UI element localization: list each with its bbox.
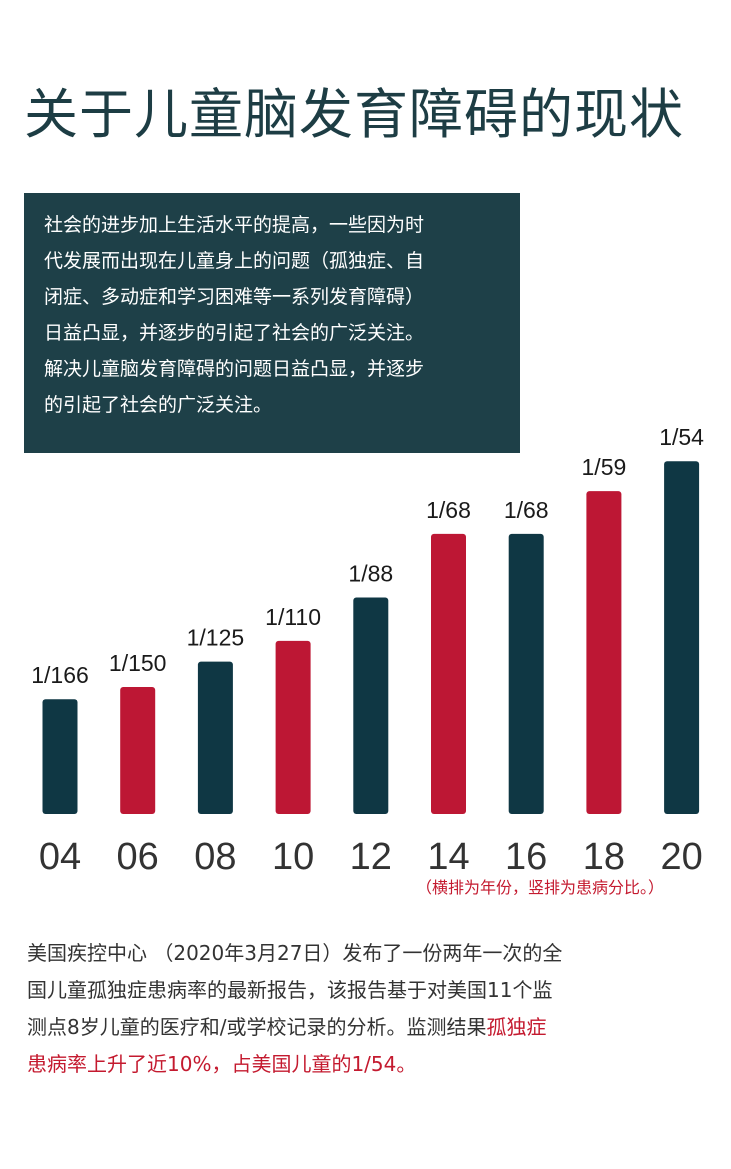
bar-value-label: 1/54 (659, 424, 704, 450)
bar-value-label: 1/150 (109, 650, 167, 676)
category-label: 12 (350, 836, 392, 878)
bar-value-label: 1/125 (187, 625, 245, 651)
bar-20 (664, 461, 700, 814)
highlight-text: 孤独症 (486, 1015, 547, 1039)
bar-value-label: 1/59 (582, 454, 627, 480)
report-paragraph: 美国疾控中心 （2020年3月27日）发布了一份两年一次的全 国儿童孤独症患病率… (27, 935, 717, 1083)
chart-note: （横排为年份，竖排为患病分比。） (416, 878, 665, 897)
category-label: 14 (427, 836, 469, 878)
intro-line: 代发展而出现在儿童身上的问题（孤独症、自 (44, 250, 425, 272)
intro-line: 社会的进步加上生活水平的提高，一些因为时 (44, 214, 425, 236)
bar-06 (120, 687, 156, 814)
category-label: 20 (660, 836, 702, 878)
paragraph-line: 国儿童孤独症患病率的最新报告，该报告基于对美国11个监 (27, 978, 553, 1002)
bar-value-label: 1/110 (265, 604, 321, 630)
category-label: 18 (583, 836, 625, 878)
bar-08 (197, 661, 233, 814)
paragraph-line: 美国疾控中心 （2020年3月27日）发布了一份两年一次的全 (27, 941, 563, 965)
bar-04 (42, 699, 78, 814)
paragraph-line: 测点8岁儿童的医疗和/或学校记录的分析。监测结果孤独症 (27, 1009, 717, 1046)
category-label: 10 (272, 836, 314, 878)
intro-line: 的引起了社会的广泛关注。 (44, 394, 273, 416)
bar-10 (275, 640, 311, 814)
bar-16 (508, 533, 544, 814)
category-label: 08 (194, 836, 236, 878)
bar-value-label: 1/68 (426, 497, 471, 523)
category-label: 16 (505, 836, 547, 878)
category-label: 06 (117, 836, 159, 878)
bar-14 (431, 533, 466, 814)
paragraph-text: 测点8岁儿童的医疗和/或学校记录的分析。监测结果 (27, 1015, 487, 1039)
bar-value-label: 1/166 (31, 662, 89, 688)
bar-18 (586, 491, 622, 814)
bar-value-label: 1/88 (348, 561, 393, 587)
category-label: 04 (39, 836, 81, 878)
intro-line: 日益凸显，并逐步的引起了社会的广泛关注。 (44, 322, 425, 344)
intro-line: 解决儿童脑发育障碍的问题日益凸显，并逐步 (44, 358, 425, 380)
bar-12 (353, 597, 389, 814)
bar-value-label: 1/68 (504, 497, 549, 523)
highlight-text: 患病率上升了近10%，占美国儿童的1/54。 (27, 1052, 417, 1076)
intro-box: 社会的进步加上生活水平的提高，一些因为时 代发展而出现在儿童身上的问题（孤独症、… (24, 193, 520, 453)
prevalence-bar-chart: 1/166 04 1/150 06 1/125 08 1/110 10 1/88 12 1/68 14… (31, 424, 704, 878)
page-title: 关于儿童脑发育障碍的现状 (24, 83, 684, 146)
intro-line: 闭症、多动症和学习困难等一系列发育障碍） (44, 286, 425, 308)
